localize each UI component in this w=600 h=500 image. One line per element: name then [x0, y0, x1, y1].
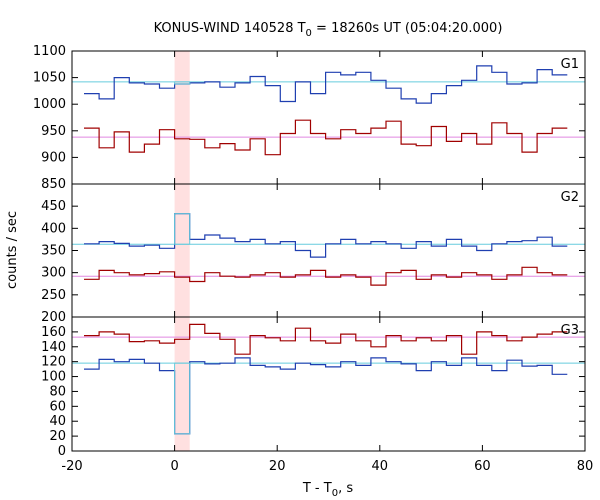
panel-label-g1: G1: [561, 57, 579, 72]
y-tick-label-g2: 300: [41, 266, 66, 281]
lightcurve-g2-blue: [84, 213, 568, 258]
panel-label-g3: G3: [561, 323, 579, 338]
panel-label-g2: G2: [561, 190, 579, 205]
trigger-bin-g3: [174, 362, 191, 435]
lightcurve-g2-red: [84, 266, 568, 286]
trigger-bin-g1: [174, 81, 191, 85]
y-tick-label-g2: 400: [41, 221, 66, 236]
y-tick-label-g3: 120: [41, 355, 66, 370]
x-tick-label: -20: [61, 459, 82, 474]
trigger-bin-g2: [174, 213, 191, 245]
y-tick-label-g3: 20: [49, 429, 66, 444]
y-tick-label-g3: 140: [41, 340, 66, 355]
lightcurve-g1-blue: [84, 65, 568, 104]
x-tick-label: 20: [269, 459, 286, 474]
y-tick-label-g1: 950: [41, 124, 66, 139]
x-axis-label: T - T0, s: [302, 481, 353, 499]
y-tick-label-g2: 250: [41, 288, 66, 303]
y-tick-label-g3: 160: [41, 325, 66, 340]
y-tick-label-g2: 350: [41, 244, 66, 259]
chart-title: KONUS-WIND 140528 T0 = 18260s UT (05:04:…: [154, 21, 503, 39]
trigger-highlight-band: [174, 51, 190, 451]
panel-frame-g2: [71, 183, 586, 318]
panel-frame-g3: [71, 316, 586, 452]
y-tick-label-g3: 0: [58, 444, 66, 459]
y-tick-label-g3: 100: [41, 370, 66, 385]
lightcurve-g3-red: [84, 323, 568, 355]
lightcurve-g3-blue: [84, 357, 568, 435]
y-tick-label-g1: 1000: [33, 97, 66, 112]
y-tick-label-g1: 1100: [33, 44, 66, 59]
x-tick-label: 60: [474, 459, 491, 474]
plot-area: 850900950100010501100G120025030035040045…: [33, 44, 593, 474]
panel-frame-g1: [71, 50, 586, 185]
lightcurve-g1-red: [84, 119, 568, 156]
y-tick-label-g3: 40: [49, 414, 66, 429]
x-tick-label: 80: [577, 459, 594, 474]
y-tick-label-g1: 1050: [33, 71, 66, 86]
y-tick-label-g2: 450: [41, 199, 66, 214]
x-tick-label: 40: [372, 459, 389, 474]
y-tick-label-g1: 900: [41, 150, 66, 165]
y-tick-label-g1: 850: [41, 177, 66, 192]
y-tick-label-g2: 200: [41, 310, 66, 325]
y-axis-label: counts / sec: [5, 211, 20, 289]
y-tick-label-g3: 80: [49, 384, 66, 399]
y-tick-label-g3: 60: [49, 399, 66, 414]
x-tick-label: 0: [170, 459, 178, 474]
